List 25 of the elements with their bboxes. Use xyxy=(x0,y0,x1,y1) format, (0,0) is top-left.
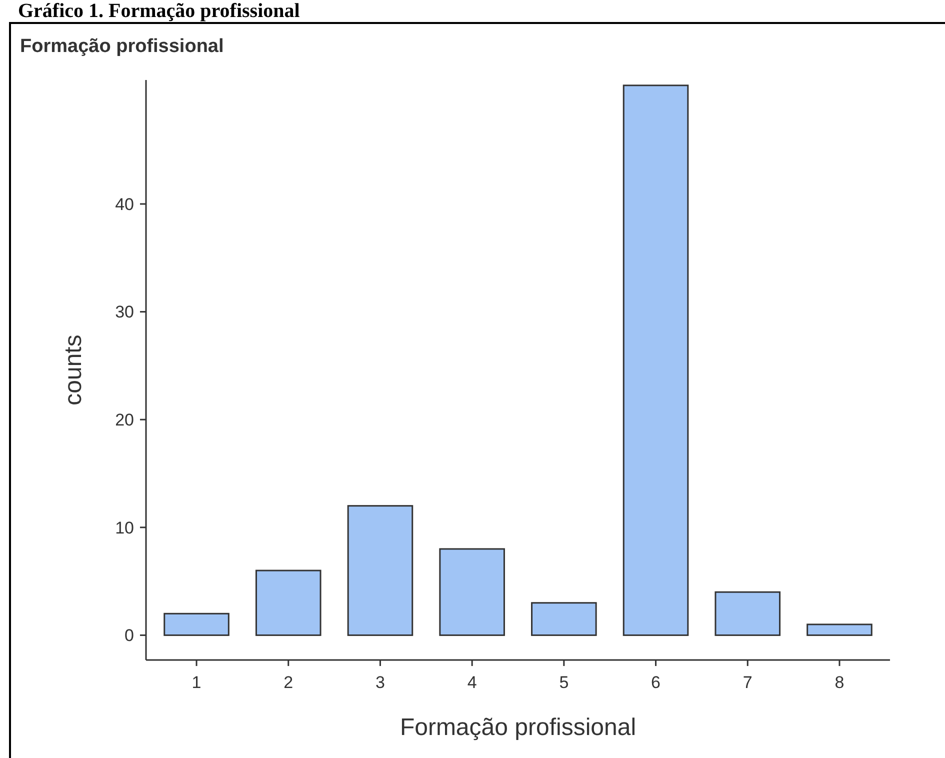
y-tick-label: 40 xyxy=(115,194,134,214)
chart-title: Gráfico 1. Formação profissional xyxy=(18,0,300,22)
y-axis-title: counts xyxy=(60,334,87,406)
y-tick-label: 20 xyxy=(115,410,134,430)
chart-subtitle: Formação profissional xyxy=(20,36,224,57)
x-tick-label: 4 xyxy=(467,673,477,692)
bar xyxy=(806,624,872,636)
bar xyxy=(714,591,781,636)
bar xyxy=(531,602,597,636)
x-tick-label: 5 xyxy=(559,673,569,692)
y-tick-label: 30 xyxy=(115,302,134,322)
bar xyxy=(255,570,322,636)
x-tick-label: 2 xyxy=(284,673,294,692)
x-tick-label: 8 xyxy=(834,673,844,692)
x-tick-label: 7 xyxy=(742,673,752,692)
y-tick-label: 0 xyxy=(124,626,134,646)
bar xyxy=(439,548,505,636)
bar xyxy=(622,84,689,636)
x-tick-label: 6 xyxy=(651,673,661,692)
x-axis-title: Formação profissional xyxy=(400,714,636,741)
bar xyxy=(347,505,414,636)
x-tick-label: 1 xyxy=(192,673,202,692)
x-tick-label: 3 xyxy=(375,673,385,692)
y-tick-label: 10 xyxy=(115,518,134,538)
bar xyxy=(164,612,230,636)
